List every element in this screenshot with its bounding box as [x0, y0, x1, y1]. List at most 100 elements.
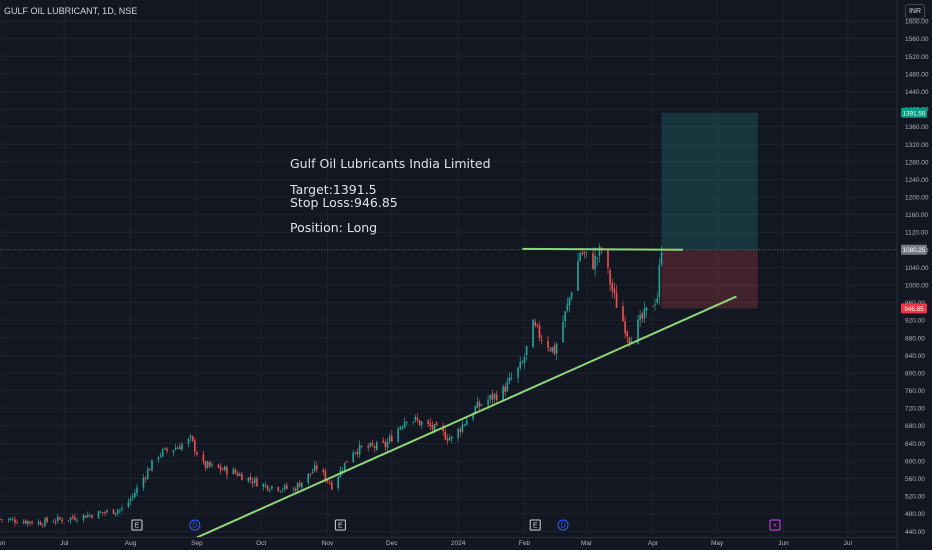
candle-body	[37, 521, 40, 524]
event-markers[interactable]: E D E E D ×	[131, 519, 781, 531]
candle-body	[313, 465, 316, 472]
target-zone	[661, 112, 758, 250]
candle-body	[281, 489, 284, 491]
candle-body	[236, 473, 239, 477]
x-tick-label: Sep	[191, 540, 203, 547]
x-tick-label: May	[711, 540, 724, 547]
candle-body	[555, 343, 558, 354]
candle-body	[121, 508, 123, 510]
event-marker-label: E	[338, 523, 343, 530]
candle-body	[61, 519, 63, 522]
candle-body	[652, 306, 654, 307]
candle-body	[181, 443, 183, 450]
candle-body	[29, 521, 31, 523]
candle-body	[86, 514, 89, 518]
candle-body	[31, 521, 33, 524]
candle-body	[386, 442, 389, 448]
candle-body	[337, 476, 340, 489]
y-tick-label: 840.00	[905, 353, 925, 360]
candle-body	[536, 324, 539, 326]
candle-body	[343, 462, 346, 473]
symbol-title: GULF OIL LUBRICANT, 1D, NSE	[4, 6, 138, 16]
candle-body	[119, 509, 121, 511]
target-price-badge	[901, 107, 927, 118]
stop-price-badge	[901, 303, 927, 314]
candle-body	[446, 438, 449, 441]
candle-body	[202, 454, 205, 462]
candle-body	[639, 315, 641, 321]
candle-body	[172, 450, 175, 453]
x-tick-label: Aug	[125, 540, 137, 547]
candle-body	[637, 319, 639, 344]
y-tick-label: 480.00	[905, 511, 925, 518]
y-tick-label: 1160.00	[905, 212, 928, 219]
candles	[0, 243, 663, 528]
annotation-company: Gulf Oil Lubricants India Limited	[290, 156, 491, 171]
annotation-position: Position: Long	[290, 220, 378, 235]
candle-body	[149, 469, 151, 471]
candle-body	[519, 361, 522, 368]
candle-body	[418, 420, 421, 426]
candle-body	[626, 331, 629, 337]
candle-body	[266, 485, 269, 490]
y-tick-label: 1440.00	[905, 89, 929, 96]
x-tick-label: 2024	[451, 540, 466, 547]
dividend-marker	[189, 519, 201, 531]
candle-body	[360, 446, 363, 447]
y-tick-label: 520.00	[905, 494, 925, 501]
candle-body	[341, 470, 344, 472]
candle-body	[234, 469, 237, 474]
candle-body	[538, 325, 541, 338]
time-axis[interactable]: Jun Jul Aug Sep Oct Nov Dec 2024 Feb Mar Apr May Jun…	[0, 537, 897, 548]
y-tick-label: 600.00	[905, 458, 925, 465]
candle-body	[562, 321, 564, 342]
y-tick-label: 880.00	[905, 335, 925, 342]
earnings-marker	[334, 519, 346, 531]
candle-body	[179, 446, 181, 450]
candle-body	[534, 322, 537, 326]
drawing-lines[interactable]	[196, 247, 737, 539]
candle-body	[328, 482, 331, 484]
candle-body	[420, 421, 423, 425]
current-price-badge-text: 1080.25	[903, 247, 926, 254]
candle-body	[52, 522, 55, 524]
candle-body	[579, 253, 581, 261]
y-tick-label: 1240.00	[905, 177, 929, 184]
candle-body	[164, 447, 166, 450]
candle-body	[585, 251, 588, 253]
candle-body	[256, 478, 258, 487]
annotation-stop-loss: Stop Loss:946.85	[290, 195, 398, 210]
candle-body	[206, 461, 209, 468]
candle-body	[322, 469, 325, 472]
candle-body	[331, 482, 333, 490]
candle-body	[277, 487, 280, 491]
candle-body	[547, 340, 549, 348]
y-tick-label: 920.00	[905, 318, 925, 325]
candle-body	[211, 464, 213, 466]
candle-body	[607, 249, 609, 268]
candle-body	[67, 519, 70, 521]
price-axis[interactable]: 440.00 480.00 520.00 560.00 600.00 640.00 680.…	[896, 0, 932, 550]
candle-body	[517, 367, 519, 378]
candle-body	[174, 448, 177, 451]
candle-body	[356, 451, 359, 454]
candle-body	[354, 452, 357, 453]
candle-body	[106, 510, 108, 513]
x-tick-label: Apr	[648, 540, 659, 547]
candle-body	[489, 395, 492, 400]
candle-body	[654, 304, 656, 306]
candle-body	[39, 522, 42, 526]
candle-body	[298, 483, 301, 487]
candle-body	[429, 422, 432, 427]
earnings-marker	[131, 519, 143, 531]
currency-badge[interactable]: INR	[905, 4, 925, 19]
candle-body	[271, 486, 273, 489]
candle-body	[510, 377, 513, 379]
candle-body	[112, 509, 115, 515]
candle-body	[525, 346, 528, 356]
candle-body	[249, 476, 252, 481]
candle-body	[622, 306, 624, 322]
candle-body	[463, 424, 466, 426]
candle-body	[412, 421, 414, 423]
